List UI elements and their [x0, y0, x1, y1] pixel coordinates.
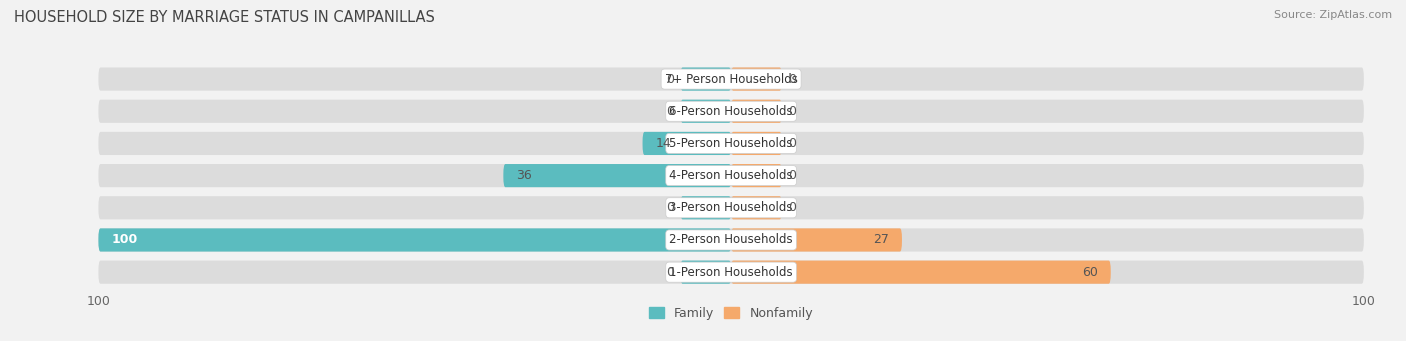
FancyBboxPatch shape [643, 132, 731, 155]
FancyBboxPatch shape [731, 196, 782, 219]
Text: HOUSEHOLD SIZE BY MARRIAGE STATUS IN CAMPANILLAS: HOUSEHOLD SIZE BY MARRIAGE STATUS IN CAM… [14, 10, 434, 25]
Text: 1-Person Households: 1-Person Households [669, 266, 793, 279]
FancyBboxPatch shape [681, 100, 731, 123]
FancyBboxPatch shape [98, 261, 1364, 284]
FancyBboxPatch shape [98, 132, 1364, 155]
Text: 60: 60 [1083, 266, 1098, 279]
Text: Source: ZipAtlas.com: Source: ZipAtlas.com [1274, 10, 1392, 20]
FancyBboxPatch shape [731, 100, 782, 123]
FancyBboxPatch shape [98, 196, 1364, 219]
FancyBboxPatch shape [503, 164, 731, 187]
FancyBboxPatch shape [731, 68, 782, 91]
Text: 0: 0 [666, 266, 675, 279]
FancyBboxPatch shape [731, 164, 782, 187]
Text: 7+ Person Households: 7+ Person Households [665, 73, 797, 86]
Legend: Family, Nonfamily: Family, Nonfamily [644, 302, 818, 325]
FancyBboxPatch shape [731, 132, 782, 155]
FancyBboxPatch shape [681, 261, 731, 284]
Text: 0: 0 [787, 105, 796, 118]
Text: 100: 100 [111, 234, 138, 247]
FancyBboxPatch shape [98, 100, 1364, 123]
Text: 27: 27 [873, 234, 889, 247]
Text: 2-Person Households: 2-Person Households [669, 234, 793, 247]
Text: 0: 0 [787, 169, 796, 182]
Text: 0: 0 [666, 73, 675, 86]
Text: 6-Person Households: 6-Person Households [669, 105, 793, 118]
FancyBboxPatch shape [98, 228, 731, 252]
FancyBboxPatch shape [681, 68, 731, 91]
Text: 0: 0 [787, 73, 796, 86]
Text: 4-Person Households: 4-Person Households [669, 169, 793, 182]
FancyBboxPatch shape [98, 228, 1364, 252]
FancyBboxPatch shape [731, 261, 1111, 284]
Text: 36: 36 [516, 169, 531, 182]
Text: 3-Person Households: 3-Person Households [669, 201, 793, 214]
FancyBboxPatch shape [98, 68, 1364, 91]
Text: 0: 0 [666, 201, 675, 214]
Text: 0: 0 [787, 201, 796, 214]
Text: 5-Person Households: 5-Person Households [669, 137, 793, 150]
Text: 14: 14 [655, 137, 671, 150]
Text: 0: 0 [787, 137, 796, 150]
FancyBboxPatch shape [731, 228, 903, 252]
FancyBboxPatch shape [98, 164, 1364, 187]
FancyBboxPatch shape [681, 196, 731, 219]
Text: 0: 0 [666, 105, 675, 118]
